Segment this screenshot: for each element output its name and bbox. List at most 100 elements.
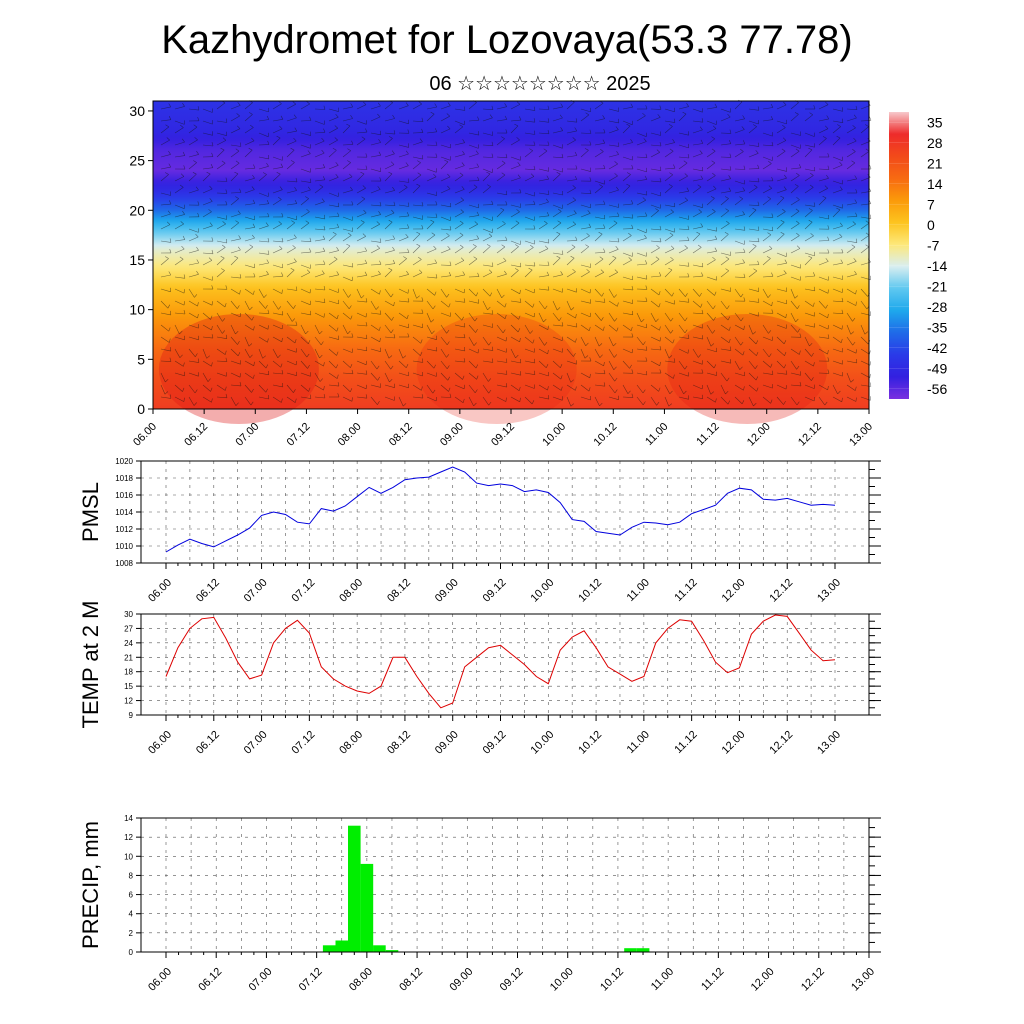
wind-barb bbox=[762, 188, 772, 194]
wind-barb bbox=[398, 204, 409, 207]
wind-barb bbox=[804, 187, 814, 194]
wind-barb bbox=[742, 140, 746, 145]
x-tick-label: 08.00 bbox=[337, 729, 365, 757]
wind-barb bbox=[776, 140, 787, 146]
wind-barb bbox=[412, 324, 423, 328]
wind-barb bbox=[782, 124, 786, 128]
wind-barb bbox=[706, 211, 716, 218]
wind-barb bbox=[477, 176, 480, 181]
wind-barb bbox=[426, 192, 437, 196]
wind-barb bbox=[402, 355, 407, 359]
wind-barb bbox=[622, 142, 633, 146]
x-tick-label: 11.12 bbox=[672, 577, 699, 604]
wind-barb bbox=[348, 305, 352, 309]
wind-barb bbox=[265, 305, 268, 309]
wind-barb bbox=[706, 188, 717, 194]
wind-barb bbox=[412, 103, 422, 110]
wind-barb bbox=[687, 236, 690, 241]
wind-barb bbox=[160, 139, 170, 146]
wind-barb bbox=[614, 389, 618, 394]
wind-barb bbox=[314, 273, 325, 278]
wind-barb bbox=[529, 330, 533, 334]
wind-barb bbox=[547, 261, 550, 266]
wind-barb bbox=[272, 137, 281, 146]
wind-barb bbox=[195, 353, 198, 357]
wind-barb bbox=[505, 397, 507, 402]
wind-barb bbox=[336, 351, 339, 356]
precip-bar bbox=[360, 863, 374, 952]
wind-barb bbox=[376, 245, 381, 249]
wind-barb bbox=[202, 372, 209, 382]
wind-barb bbox=[588, 326, 591, 331]
wind-barb bbox=[221, 244, 226, 248]
wind-barb bbox=[552, 168, 563, 173]
wind-barb bbox=[482, 108, 494, 110]
wind-barb bbox=[398, 258, 407, 266]
wind-barb bbox=[516, 137, 520, 141]
wind-barb bbox=[361, 295, 365, 299]
wind-barb bbox=[356, 324, 368, 327]
wind-barb bbox=[196, 270, 199, 275]
wind-barb bbox=[530, 173, 535, 177]
wind-barb bbox=[519, 337, 521, 342]
wind-barb bbox=[706, 107, 717, 110]
wind-barb bbox=[585, 342, 589, 347]
wind-barb bbox=[510, 156, 521, 161]
wind-barb bbox=[580, 246, 589, 254]
wind-barb bbox=[770, 103, 774, 108]
wind-barb bbox=[538, 108, 550, 110]
wind-barb bbox=[267, 338, 269, 343]
wind-barb bbox=[379, 310, 382, 315]
wind-barb bbox=[447, 102, 451, 106]
wind-barb bbox=[851, 160, 856, 164]
wind-barb bbox=[300, 312, 311, 316]
wind-barb bbox=[230, 128, 241, 134]
wind-barb bbox=[504, 314, 507, 319]
wind-barb bbox=[230, 276, 241, 279]
wind-barb bbox=[477, 116, 480, 121]
wind-barb bbox=[519, 189, 522, 193]
wind-barb bbox=[560, 271, 563, 275]
y-tick-label: 9 bbox=[129, 711, 134, 720]
wind-barb bbox=[602, 115, 605, 119]
wind-barb bbox=[460, 209, 464, 213]
wind-barb bbox=[697, 184, 702, 188]
wind-barb bbox=[230, 384, 242, 387]
wind-barb bbox=[827, 289, 829, 294]
wind-barb bbox=[852, 125, 856, 129]
wind-barb bbox=[286, 190, 297, 194]
wind-barb bbox=[474, 317, 478, 322]
wind-barb bbox=[645, 212, 648, 217]
wind-barb bbox=[603, 298, 606, 303]
y-tick-label: 12 bbox=[124, 833, 133, 842]
wind-barb bbox=[426, 396, 437, 402]
x-tick-label: 12.00 bbox=[745, 421, 773, 449]
wind-barb bbox=[412, 204, 424, 207]
wind-barb bbox=[608, 249, 619, 254]
wind-barb bbox=[370, 396, 378, 405]
wind-barb bbox=[650, 396, 657, 406]
wind-barb bbox=[216, 324, 223, 334]
wind-barb bbox=[306, 353, 310, 358]
wind-barb bbox=[702, 262, 704, 267]
wind-barb bbox=[790, 348, 800, 355]
wind-barb bbox=[210, 163, 214, 168]
wind-barb bbox=[636, 199, 646, 206]
wind-barb bbox=[538, 360, 547, 369]
wind-barb bbox=[692, 247, 702, 254]
wind-barb bbox=[473, 342, 477, 346]
y-tick-label: 10 bbox=[129, 302, 145, 318]
wind-barb bbox=[202, 211, 212, 218]
wind-barb bbox=[174, 127, 184, 134]
wind-barb bbox=[335, 162, 339, 166]
wind-barb bbox=[730, 359, 732, 364]
wind-barb bbox=[720, 108, 731, 113]
wind-barb bbox=[510, 270, 519, 278]
wind-barb bbox=[547, 129, 550, 134]
wind-barb bbox=[678, 216, 689, 220]
wind-barb bbox=[613, 220, 618, 224]
wind-barb bbox=[850, 379, 855, 383]
wind-barb bbox=[546, 271, 550, 276]
wind-barb bbox=[594, 312, 602, 321]
wind-barb bbox=[435, 201, 438, 206]
